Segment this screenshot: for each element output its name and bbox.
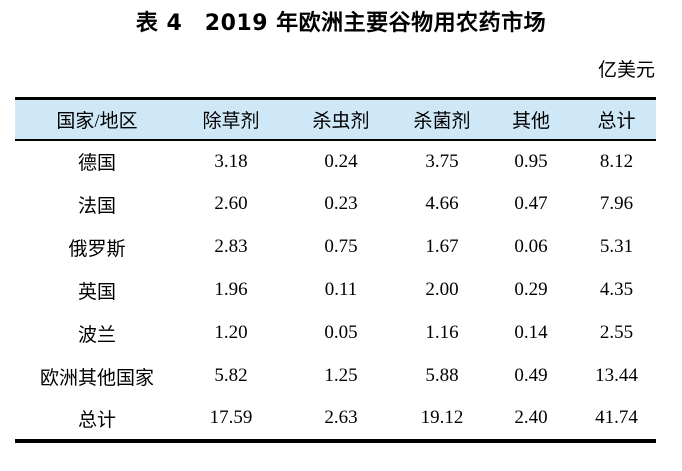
cell-value: 19.12 xyxy=(399,397,485,443)
col-header-herbicide: 除草剂 xyxy=(179,97,283,141)
cell-value: 1.16 xyxy=(425,322,459,343)
pesticide-market-table: 国家/地区 除草剂 杀虫剂 杀菌剂 其他 总计 德国 3.18 0.24 3.7… xyxy=(15,97,656,443)
table-header: 国家/地区 除草剂 杀虫剂 杀菌剂 其他 总计 xyxy=(15,97,656,141)
cell-value: 1.20 xyxy=(214,322,248,343)
cell-value: 8.12 xyxy=(599,150,634,172)
cell-value: 0.06 xyxy=(514,236,548,257)
cell-value: 5.82 xyxy=(214,365,248,386)
col-header-total: 总计 xyxy=(577,97,656,141)
cell-value: 0.95 xyxy=(514,150,548,172)
cell-value: 2.60 xyxy=(214,193,248,214)
cell-value: 0.23 xyxy=(324,193,358,214)
table-row-total: 总计 17.59 2.63 19.12 2.40 41.74 xyxy=(15,397,656,443)
unit-label: 亿美元 xyxy=(597,60,655,81)
cell-value: 2.55 xyxy=(599,322,634,343)
col-header-insecticide: 杀虫剂 xyxy=(283,97,399,141)
cell-country: 德国 xyxy=(77,153,116,174)
cell-value: 2.83 xyxy=(214,236,248,257)
cell-country: 欧洲其他国家 xyxy=(39,367,154,389)
table-row-france: 法国 2.60 0.23 4.66 0.47 7.96 xyxy=(15,183,656,226)
cell-value: 2.40 xyxy=(485,397,577,443)
header-row: 国家/地区 除草剂 杀虫剂 杀菌剂 其他 总计 xyxy=(15,97,656,141)
cell-value: 2.63 xyxy=(283,397,399,443)
cell-country: 英国 xyxy=(77,281,116,303)
cell-value: 5.31 xyxy=(599,236,634,257)
cell-value: 41.74 xyxy=(577,397,656,443)
col-header-fungicide: 杀菌剂 xyxy=(399,97,485,141)
cell-value: 4.35 xyxy=(599,279,634,300)
table-body: 德国 3.18 0.24 3.75 0.95 8.12 法国 2.60 0.23… xyxy=(15,140,656,443)
cell-value: 2.00 xyxy=(425,279,459,300)
cell-value: 13.44 xyxy=(595,365,638,386)
table-row-germany: 德国 3.18 0.24 3.75 0.95 8.12 xyxy=(15,140,656,183)
cell-value: 1.25 xyxy=(324,365,358,386)
cell-value: 0.47 xyxy=(514,193,548,214)
cell-value: 0.05 xyxy=(324,322,358,343)
col-header-other: 其他 xyxy=(485,97,577,141)
cell-value: 5.88 xyxy=(425,365,459,386)
cell-value: 0.29 xyxy=(514,279,548,300)
cell-value: 0.49 xyxy=(514,365,548,386)
table-row-other-europe: 欧洲其他国家 5.82 1.25 5.88 0.49 13.44 xyxy=(15,355,656,398)
cell-value: 4.66 xyxy=(425,193,459,214)
table-row-russia: 俄罗斯 2.83 0.75 1.67 0.06 5.31 xyxy=(15,226,656,269)
cell-country: 波兰 xyxy=(77,324,116,346)
cell-value: 0.14 xyxy=(514,322,548,343)
cell-value: 1.96 xyxy=(214,279,248,300)
table-row-uk: 英国 1.96 0.11 2.00 0.29 4.35 xyxy=(15,269,656,312)
table-title: 表 4 2019 年欧洲主要谷物用农药市场 xyxy=(135,11,547,36)
cell-country: 俄罗斯 xyxy=(68,238,126,260)
cell-country: 法国 xyxy=(77,195,116,217)
table-row-poland: 波兰 1.20 0.05 1.16 0.14 2.55 xyxy=(15,312,656,355)
cell-value: 0.24 xyxy=(324,150,358,172)
cell-value: 3.75 xyxy=(425,150,459,172)
col-header-country: 国家/地区 xyxy=(15,97,179,141)
cell-value: 0.11 xyxy=(324,279,358,300)
cell-value: 7.96 xyxy=(599,193,634,214)
cell-value: 17.59 xyxy=(179,397,283,443)
cell-country: 总计 xyxy=(15,397,179,443)
cell-value: 0.75 xyxy=(324,236,358,257)
cell-value: 1.67 xyxy=(425,236,459,257)
cell-value: 3.18 xyxy=(214,150,248,172)
